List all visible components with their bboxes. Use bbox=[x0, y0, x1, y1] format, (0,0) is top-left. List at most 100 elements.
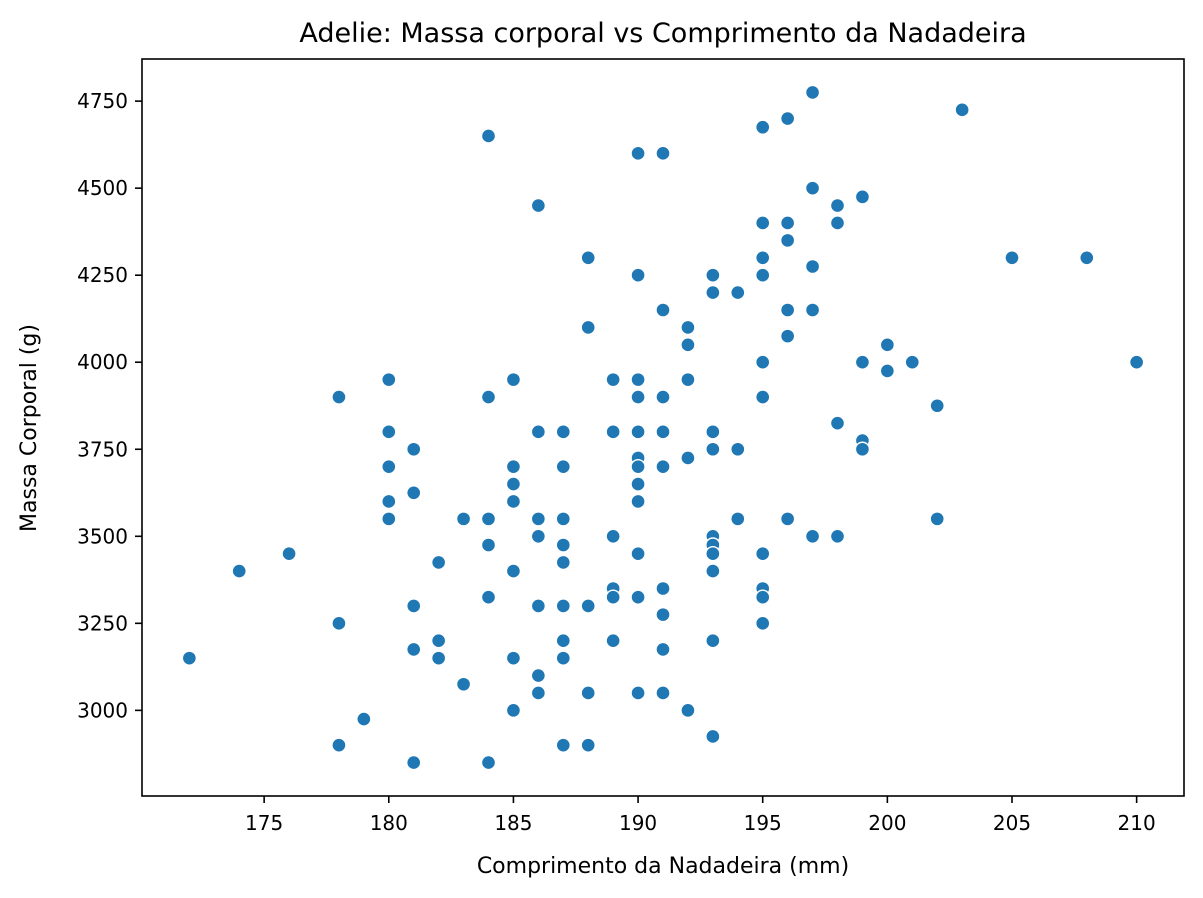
data-point-48 bbox=[555, 633, 571, 649]
data-point-6 bbox=[356, 711, 372, 727]
y-tick-label-4500: 4500 bbox=[77, 176, 128, 200]
y-tick-label-3000: 3000 bbox=[77, 698, 128, 722]
data-point-5 bbox=[331, 737, 347, 753]
data-point-124 bbox=[829, 415, 846, 431]
data-point-26 bbox=[480, 589, 497, 605]
data-point-31 bbox=[505, 493, 522, 510]
data-point-112 bbox=[779, 215, 796, 231]
data-point-54 bbox=[580, 685, 596, 701]
data-point-97 bbox=[705, 728, 721, 745]
data-point-35 bbox=[530, 197, 547, 214]
data-point-74 bbox=[655, 145, 671, 162]
x-tick-label-205: 205 bbox=[993, 811, 1031, 835]
data-point-42 bbox=[555, 424, 571, 440]
data-point-65 bbox=[630, 389, 646, 405]
x-tick-label-190: 190 bbox=[619, 811, 657, 835]
data-point-113 bbox=[779, 232, 796, 249]
data-point-98 bbox=[730, 284, 746, 301]
data-point-52 bbox=[580, 319, 596, 336]
data-point-127 bbox=[854, 354, 871, 370]
data-point-30 bbox=[505, 476, 522, 492]
data-point-13 bbox=[406, 485, 422, 501]
data-point-95 bbox=[705, 563, 721, 579]
data-point-110 bbox=[755, 615, 771, 632]
data-point-88 bbox=[705, 267, 721, 283]
data-point-107 bbox=[755, 545, 771, 562]
data-point-44 bbox=[555, 511, 571, 527]
data-point-49 bbox=[555, 650, 571, 666]
data-point-91 bbox=[705, 441, 721, 457]
data-point-123 bbox=[829, 215, 846, 231]
data-point-34 bbox=[505, 702, 522, 719]
data-point-119 bbox=[804, 258, 821, 275]
data-point-73 bbox=[630, 685, 646, 701]
data-point-103 bbox=[755, 250, 771, 266]
data-point-1 bbox=[231, 563, 247, 579]
data-point-72 bbox=[630, 589, 646, 605]
data-point-120 bbox=[804, 302, 821, 318]
data-point-138 bbox=[1128, 354, 1145, 370]
y-tick-label-3250: 3250 bbox=[77, 611, 128, 635]
data-point-94 bbox=[705, 545, 721, 562]
data-point-43 bbox=[555, 458, 571, 475]
data-point-105 bbox=[755, 354, 771, 370]
data-point-40 bbox=[530, 667, 547, 684]
data-point-63 bbox=[630, 267, 646, 283]
data-point-24 bbox=[480, 511, 497, 527]
data-point-70 bbox=[630, 493, 646, 510]
data-point-61 bbox=[605, 633, 621, 649]
data-point-27 bbox=[480, 754, 497, 771]
x-tick-label-195: 195 bbox=[744, 811, 782, 835]
data-point-90 bbox=[705, 424, 721, 440]
data-point-64 bbox=[630, 371, 646, 388]
data-point-122 bbox=[829, 197, 846, 214]
y-axis-label: Massa Corporal (g) bbox=[17, 324, 42, 532]
data-point-83 bbox=[680, 319, 696, 336]
y-axis-ticks: 3000 3250 3500 3750 4000 4250 4500 4750 bbox=[77, 89, 142, 722]
data-point-2 bbox=[281, 545, 297, 562]
x-tick-label-175: 175 bbox=[245, 811, 283, 835]
y-tick-label-4250: 4250 bbox=[77, 263, 128, 287]
data-point-47 bbox=[555, 598, 571, 614]
y-tick-label-4000: 4000 bbox=[77, 350, 128, 374]
data-point-17 bbox=[430, 554, 447, 571]
data-point-28 bbox=[505, 371, 522, 388]
data-point-14 bbox=[406, 598, 422, 614]
data-point-15 bbox=[406, 641, 422, 658]
data-point-121 bbox=[804, 528, 821, 544]
data-point-137 bbox=[1079, 250, 1095, 266]
data-point-19 bbox=[430, 650, 447, 666]
data-point-20 bbox=[455, 511, 472, 527]
x-tick-label-185: 185 bbox=[494, 811, 532, 835]
data-point-100 bbox=[730, 511, 746, 527]
data-point-126 bbox=[854, 189, 871, 205]
x-axis-ticks: 175 180 185 190 195 200 205 210 bbox=[245, 796, 1156, 835]
data-point-41 bbox=[530, 685, 547, 701]
data-point-11 bbox=[381, 511, 397, 527]
x-axis-label: Comprimento da Nadadeira (mm) bbox=[477, 854, 849, 879]
data-point-9 bbox=[381, 458, 397, 475]
data-point-101 bbox=[755, 119, 771, 135]
data-point-133 bbox=[929, 398, 945, 414]
data-point-87 bbox=[680, 702, 696, 719]
data-point-32 bbox=[505, 563, 522, 579]
data-point-4 bbox=[331, 615, 347, 632]
data-point-25 bbox=[480, 537, 497, 553]
data-point-102 bbox=[755, 215, 771, 231]
data-point-33 bbox=[505, 650, 522, 666]
data-point-37 bbox=[530, 511, 547, 527]
data-point-82 bbox=[655, 685, 671, 701]
data-point-0 bbox=[181, 650, 198, 666]
data-point-96 bbox=[705, 633, 721, 649]
data-point-51 bbox=[580, 250, 596, 266]
data-point-46 bbox=[555, 554, 571, 571]
data-point-136 bbox=[1004, 250, 1020, 266]
data-point-60 bbox=[605, 589, 621, 605]
data-point-10 bbox=[381, 493, 397, 510]
data-point-55 bbox=[580, 737, 596, 753]
data-point-116 bbox=[779, 511, 796, 527]
data-point-99 bbox=[730, 441, 746, 457]
data-point-114 bbox=[779, 302, 796, 318]
data-point-111 bbox=[779, 110, 796, 127]
data-point-79 bbox=[655, 580, 671, 597]
